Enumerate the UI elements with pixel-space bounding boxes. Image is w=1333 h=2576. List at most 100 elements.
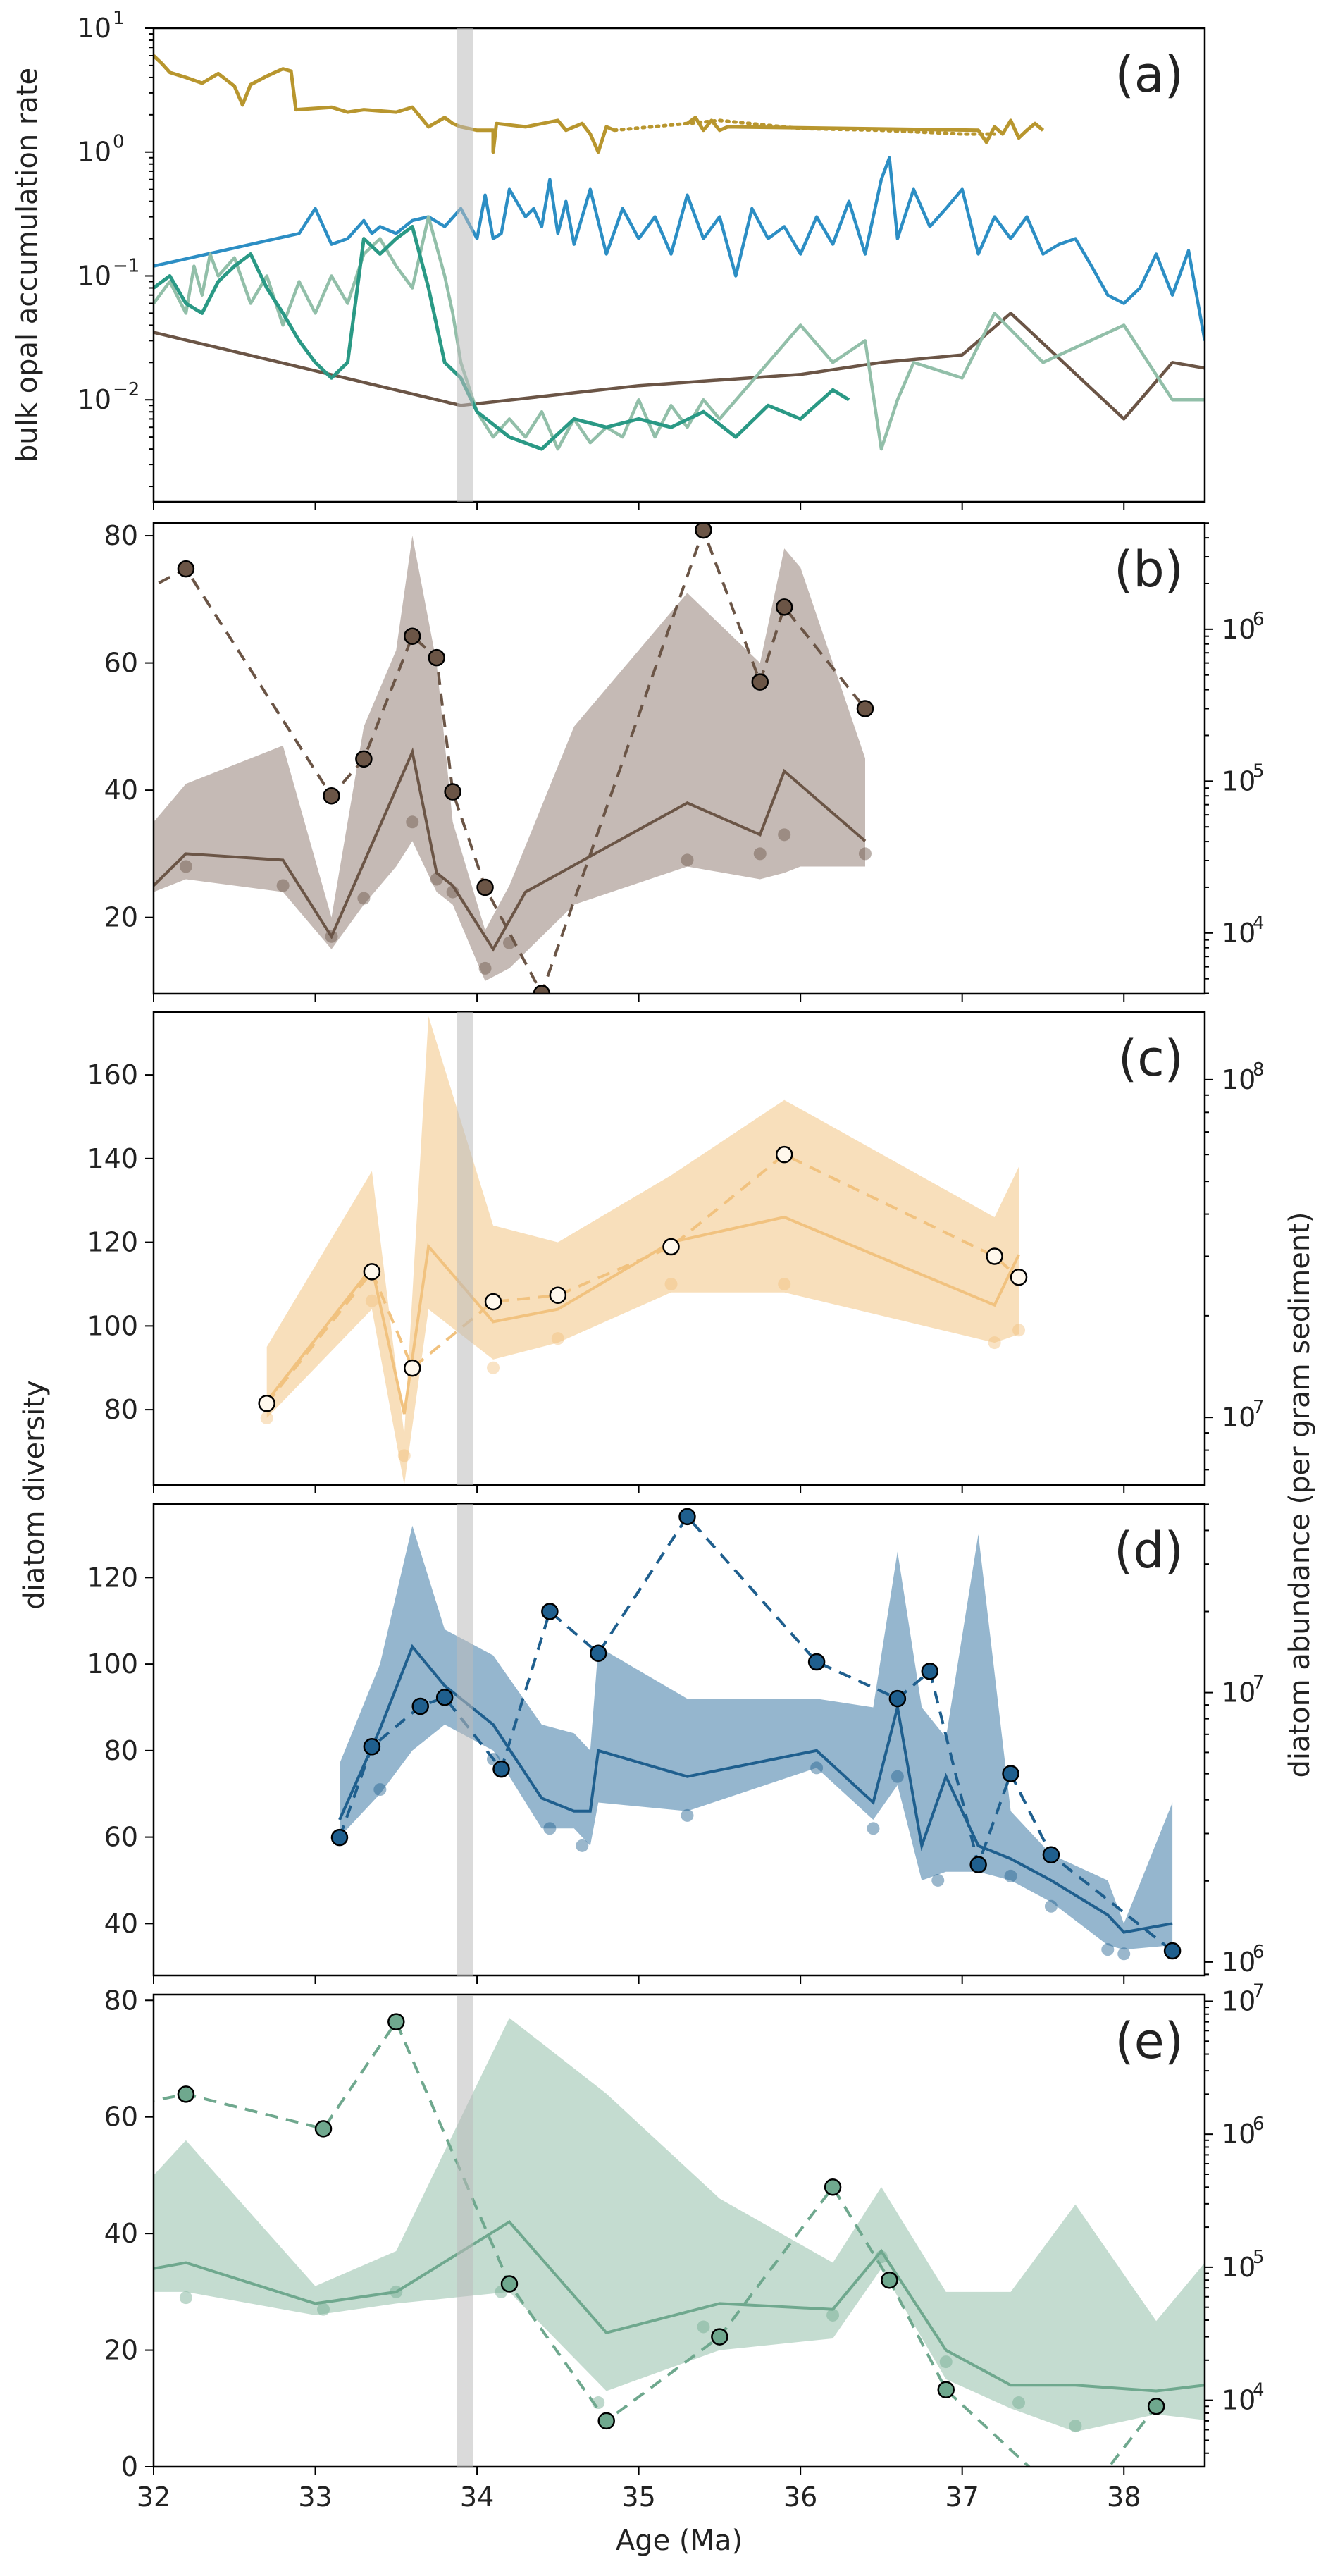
diversity-point xyxy=(931,1873,945,1887)
abundance-point xyxy=(1067,2502,1083,2518)
abundance-point xyxy=(1042,1846,1060,1864)
y-tick-label: 60 xyxy=(104,1822,138,1853)
panel-label: (a) xyxy=(1115,46,1184,104)
abundance-point xyxy=(597,2412,615,2430)
right-y-tick-label: 10 xyxy=(1222,1064,1256,1095)
right-y-tick-exponent: 6 xyxy=(1253,1942,1265,1963)
abundance-point xyxy=(1163,1942,1182,1960)
abundance-point xyxy=(404,627,421,645)
right-y-tick-label: 10 xyxy=(1222,2252,1256,2283)
diversity-point xyxy=(179,860,192,873)
diversity-point xyxy=(260,1411,273,1424)
abundance-point xyxy=(177,560,195,578)
abundance-point xyxy=(695,523,712,539)
diversity-point xyxy=(357,892,371,905)
y-tick-label: 80 xyxy=(104,1985,138,2016)
abundance-point xyxy=(484,1293,502,1311)
range-band-b xyxy=(154,536,865,981)
diversity-point xyxy=(664,1277,678,1290)
range-band-c xyxy=(266,1016,1019,1485)
diversity-point xyxy=(891,1770,904,1783)
diversity-point xyxy=(551,1332,564,1345)
diversity-point xyxy=(543,1822,557,1835)
diversity-point xyxy=(939,2355,953,2369)
x-tick-label: 32 xyxy=(137,2482,170,2513)
panel-label: (c) xyxy=(1118,1030,1184,1087)
abundance-point xyxy=(444,783,461,801)
abundance-point xyxy=(428,648,445,667)
diversity-point xyxy=(430,873,443,886)
median-line-e xyxy=(154,2220,1205,2393)
diversity-point xyxy=(826,2308,840,2322)
y-tick-exponent: −1 xyxy=(113,255,140,276)
abundance-point xyxy=(662,1238,680,1256)
series-line-blue xyxy=(154,156,1205,341)
y-tick-label: 120 xyxy=(87,1227,138,1258)
abundance-point xyxy=(986,1247,1003,1265)
abundance-line-e xyxy=(154,2019,1158,2467)
diversity-point xyxy=(478,961,492,975)
shared-y-label-left: diatom diversity xyxy=(18,1380,51,1609)
abundance-point xyxy=(881,2271,898,2289)
diversity-point xyxy=(576,1839,589,1852)
y-tick-label: 10 xyxy=(78,13,111,44)
diversity-point xyxy=(446,885,459,899)
abundance-point xyxy=(1010,1269,1028,1286)
event-band xyxy=(457,28,473,502)
abundance-point xyxy=(807,1653,826,1671)
diversity-point xyxy=(810,1761,824,1775)
right-y-tick-exponent: 8 xyxy=(1253,1059,1265,1080)
abundance-point xyxy=(113,595,129,610)
abundance-point xyxy=(921,1663,939,1680)
abundance-point xyxy=(937,2381,955,2398)
diversity-point xyxy=(778,828,791,842)
diversity-point xyxy=(1117,1947,1131,1961)
diversity-point xyxy=(681,853,694,867)
diversity-point xyxy=(1012,2396,1026,2410)
median-line-b xyxy=(154,747,867,952)
abundance-point xyxy=(824,2178,842,2196)
right-y-tick-exponent: 5 xyxy=(1253,2247,1265,2268)
y-tick-label: 60 xyxy=(104,2102,138,2133)
abundance-point xyxy=(330,1828,349,1847)
abundance-point xyxy=(177,2085,195,2103)
abundance-point xyxy=(404,1359,421,1377)
right-y-tick-exponent: 5 xyxy=(1253,760,1265,782)
diversity-point xyxy=(373,1783,387,1797)
median-line-c xyxy=(266,1215,1020,1415)
abundance-point xyxy=(856,700,874,717)
right-y-tick-label: 10 xyxy=(1222,918,1256,949)
event-band xyxy=(457,1012,473,1485)
diversity-point xyxy=(874,2250,888,2264)
abundance-point xyxy=(363,1263,381,1281)
diversity-point xyxy=(317,2303,330,2316)
x-tick-label: 37 xyxy=(946,2482,979,2513)
diversity-point xyxy=(276,879,290,892)
diversity-point xyxy=(397,1449,411,1462)
abundance-point xyxy=(775,598,793,616)
abundance-point xyxy=(775,1145,793,1164)
y-tick-label: 80 xyxy=(104,1394,138,1425)
axes-frame-e xyxy=(152,1993,1206,2468)
diversity-point xyxy=(365,1294,378,1307)
y-tick-label: 10 xyxy=(78,260,111,291)
y-tick-label: 10 xyxy=(78,137,111,168)
y-tick-label: 40 xyxy=(104,1908,138,1939)
abundance-point xyxy=(323,787,340,805)
series-line-teal xyxy=(154,225,850,451)
x-tick-label: 38 xyxy=(1107,2482,1141,2513)
abundance-point xyxy=(363,1738,381,1756)
axes-frame-c xyxy=(152,1011,1206,1486)
panel-label: (b) xyxy=(1114,541,1184,598)
abundance-line-d xyxy=(338,1514,1174,1952)
x-tick-label: 33 xyxy=(298,2482,332,2513)
axes-frame-b xyxy=(152,522,1206,995)
right-y-tick-label: 10 xyxy=(1222,2385,1256,2416)
plot-area-d xyxy=(330,1508,1182,1961)
axes-frame-a xyxy=(152,27,1206,503)
diversity-point xyxy=(867,1822,880,1835)
diversity-point xyxy=(1101,1943,1115,1956)
